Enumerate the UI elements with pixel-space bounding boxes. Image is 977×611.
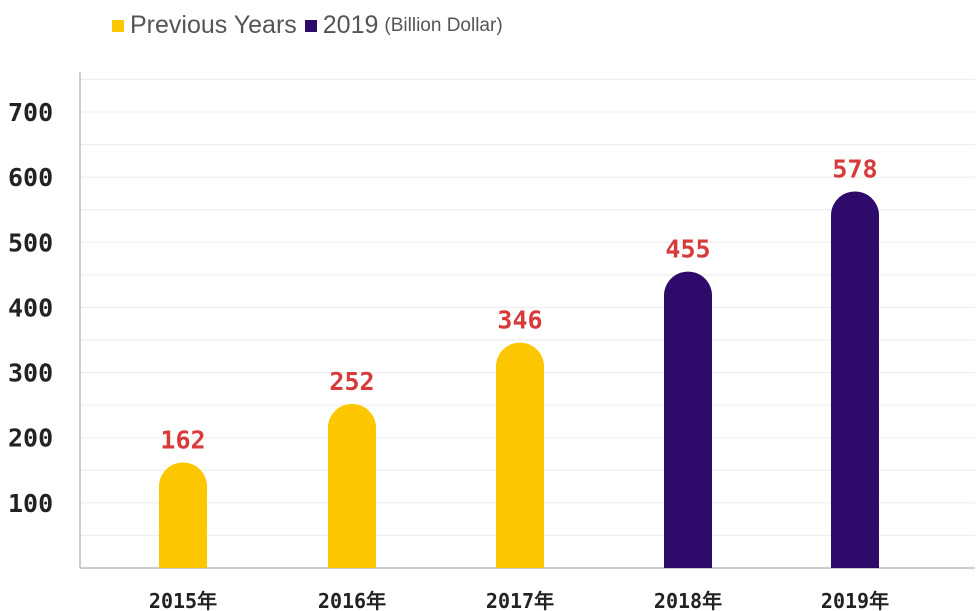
legend: Previous Years 2019 (Billion Dollar) [112, 11, 503, 40]
legend-swatch-previous-years [112, 19, 124, 32]
y-tick-label: 500 [8, 228, 53, 257]
y-tick-label: 600 [8, 163, 53, 192]
legend-label-previous-years: Previous Years [130, 11, 297, 39]
x-tick-label: 2017年 [486, 589, 554, 611]
y-tick-label: 400 [8, 293, 53, 322]
y-tick-label: 200 [8, 424, 53, 453]
value-label: 162 [160, 425, 205, 454]
legend-item-previous-years: Previous Years [112, 11, 297, 40]
bars [159, 191, 879, 568]
x-tick-label: 2016年 [318, 589, 386, 611]
legend-label-2019: 2019 [322, 11, 379, 39]
value-labels: 162 252 346 455 578 [160, 154, 877, 454]
value-label: 455 [665, 235, 710, 264]
legend-item-2019: 2019 (Billion Dollar) [304, 11, 503, 40]
x-tick-label: 2015年 [149, 589, 217, 611]
y-tick-label: 700 [8, 98, 53, 127]
x-tick-label: 2018年 [654, 589, 722, 611]
value-label: 346 [497, 306, 542, 335]
value-label: 252 [329, 367, 374, 396]
y-tick-label: 100 [8, 489, 53, 518]
value-label: 578 [832, 154, 877, 183]
x-tick-label: 2019年 [821, 589, 889, 611]
legend-swatch-2019 [304, 19, 317, 32]
bar-2017年 [496, 342, 544, 568]
x-axis-labels: 2015年 2016年 2017年 2018年 2019年 [149, 589, 889, 611]
y-axis-ticks: 100 200 300 400 500 600 700 [8, 98, 53, 518]
bar-2016年 [328, 403, 376, 568]
bar-2015年 [159, 462, 207, 568]
y-tick-label: 300 [8, 359, 53, 388]
bar-2019年 [831, 191, 879, 568]
legend-label-unit: (Billion Dollar) [384, 14, 503, 36]
bar-2018年 [664, 271, 712, 568]
